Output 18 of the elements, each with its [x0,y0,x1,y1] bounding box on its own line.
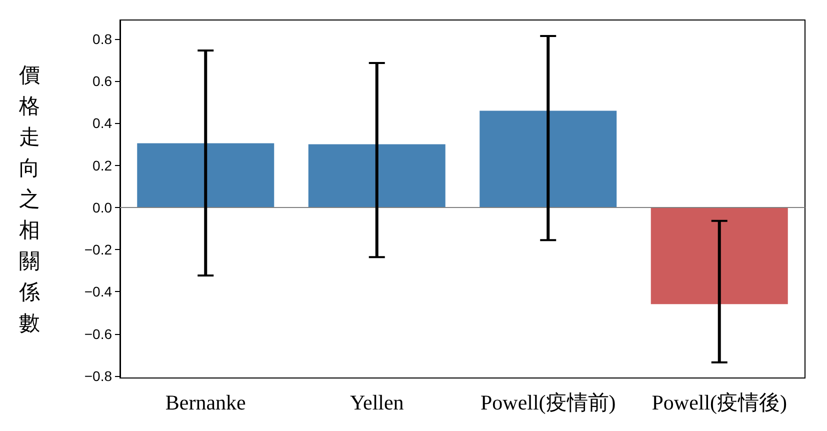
bar [137,143,274,208]
y-tick-label: 0.2 [92,157,112,174]
bar [650,207,788,304]
y-tick-label: −0.8 [84,368,112,384]
y-tick-label: 0.6 [92,73,112,90]
bar [480,110,617,208]
x-tick-label: Bernanke [165,390,246,414]
x-tick-label: Powell(疫情前) [480,390,616,414]
x-tick-label: Yellen [350,390,404,414]
y-tick-label: 0.8 [92,30,112,47]
y-tick-label: 0.4 [92,115,112,132]
y-tick-label: −0.2 [84,242,112,258]
y-tick-label: 0.0 [92,199,112,216]
bar [308,144,446,208]
y-tick-label: −0.4 [84,284,112,300]
text: 價格走向之相關係數 [19,63,40,335]
x-tick-label: Powell(疫情後) [652,390,788,414]
y-tick-label: −0.6 [84,326,112,342]
